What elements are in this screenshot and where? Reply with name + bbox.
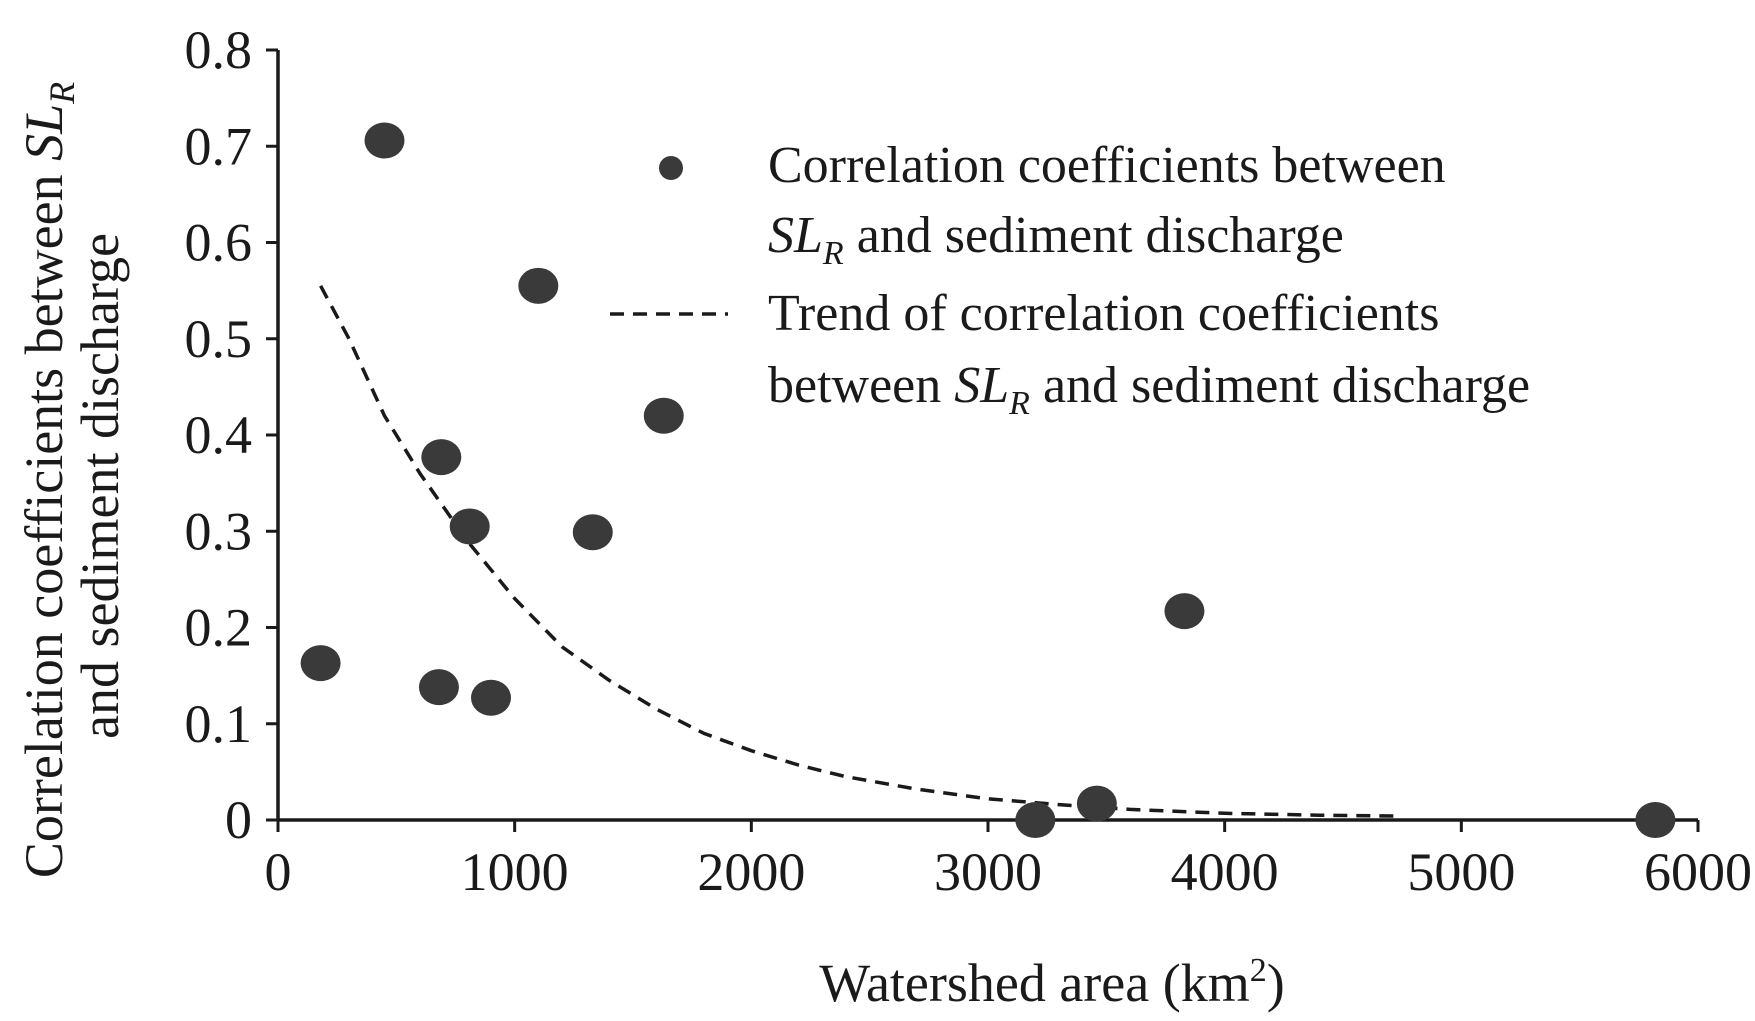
data-point (449, 508, 490, 545)
y-axis-title-line2: and sediment discharge (70, 233, 130, 739)
x-tick-label: 1000 (461, 842, 569, 902)
tick-labels: 0 1000 2000 3000 4000 5000 6000 0 0.1 0.2 0.3 0.4 0.… (185, 20, 1753, 902)
y-tick-label: 0.3 (185, 501, 253, 561)
y-axis-title-sub: R (42, 82, 82, 105)
x-tick-label: 2000 (697, 842, 805, 902)
y-tick-label: 0.7 (185, 116, 253, 176)
y-tick-label: 0 (225, 790, 252, 850)
x-axis-title-sup: 2 (1250, 952, 1267, 989)
legend-trend-sub: R (1008, 385, 1030, 422)
x-axis-title-end: ) (1267, 953, 1285, 1013)
legend: Correlation coefficients between SLR and… (610, 137, 1530, 422)
data-point (1635, 802, 1676, 838)
x-axis-title-main: Watershed area (km (819, 953, 1249, 1013)
data-point (300, 645, 341, 682)
data-point (364, 122, 405, 159)
y-axis-title: Correlation coefficients between SLR (14, 82, 82, 878)
data-point (1015, 802, 1056, 838)
x-axis-title: Watershed area (km2) (819, 952, 1284, 1013)
legend-points-rest: and sediment discharge (844, 207, 1344, 264)
legend-trend-rest: and sediment discharge (1030, 357, 1530, 414)
legend-label-points-line2: SLR and sediment discharge (768, 207, 1344, 272)
y-tick-label: 0.2 (185, 598, 253, 658)
y-axis-title-main: Correlation coefficients between (14, 161, 74, 878)
axes (266, 48, 1700, 832)
x-tick-label: 6000 (1644, 842, 1752, 902)
data-point (1076, 785, 1117, 822)
legend-points-sub: R (822, 235, 844, 272)
y-tick-label: 0.4 (185, 405, 253, 465)
x-tick-label: 0 (265, 842, 292, 902)
legend-marker-points (659, 156, 683, 180)
data-point (421, 439, 462, 476)
trend-line (319, 284, 1403, 818)
x-tick-label: 4000 (1171, 842, 1279, 902)
y-tick-label: 0.6 (185, 213, 253, 273)
trend-line-layer (319, 284, 1403, 818)
y-tick-label: 0.8 (185, 20, 253, 80)
legend-label-trend-line2: between SLR and sediment discharge (768, 357, 1530, 422)
y-tick-label: 0.1 (185, 694, 253, 754)
data-point (643, 397, 684, 434)
x-tick-label: 3000 (934, 842, 1042, 902)
legend-label-trend-line1: Trend of correlation coefficients (768, 285, 1439, 342)
y-tick-label: 0.5 (185, 309, 253, 369)
x-tick-label: 5000 (1407, 842, 1515, 902)
data-point (572, 514, 613, 551)
data-point (1164, 593, 1205, 630)
data-point (418, 669, 459, 706)
legend-trend-pre: between (768, 357, 954, 414)
data-points (300, 122, 1676, 838)
legend-label-points-line1: Correlation coefficients between (768, 137, 1446, 194)
data-point (471, 679, 511, 716)
legend-points-sl: SL (768, 207, 823, 264)
y-axis-title-sl: SL (14, 104, 74, 161)
legend-trend-sl: SL (954, 357, 1009, 414)
data-point (518, 267, 559, 304)
